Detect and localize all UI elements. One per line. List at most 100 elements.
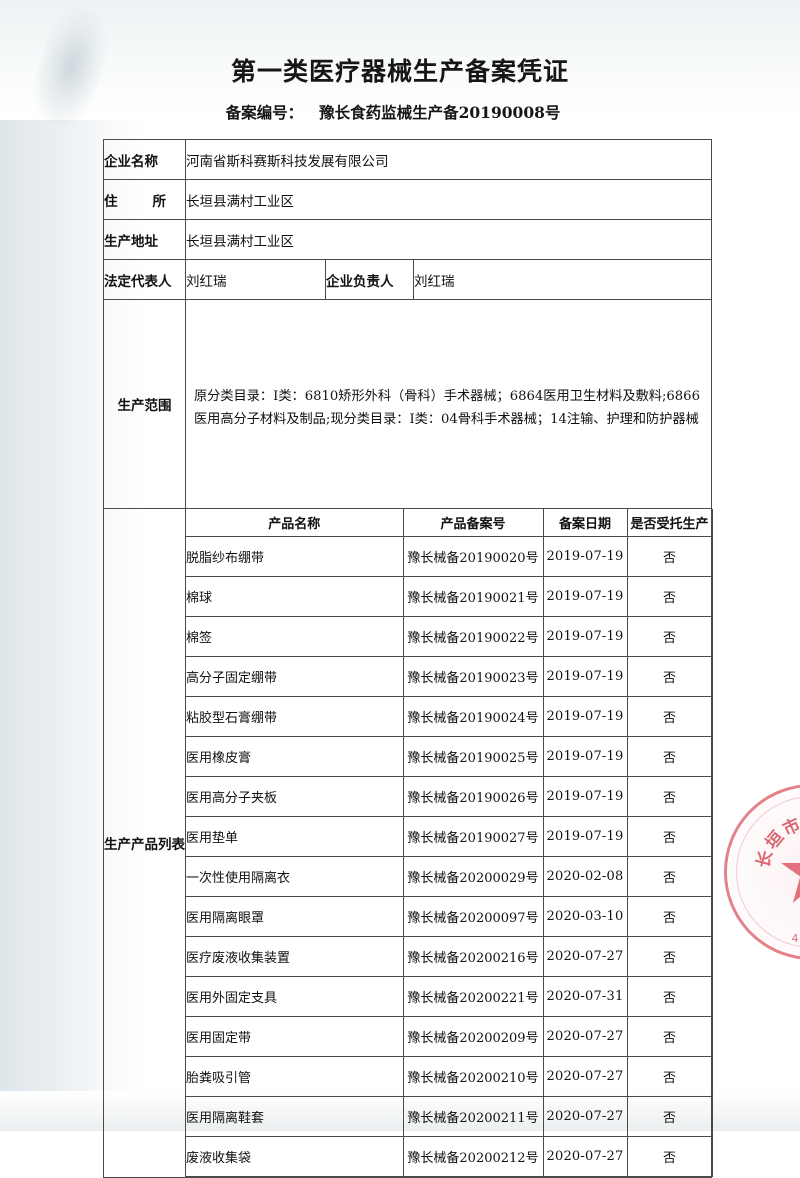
cell-record-date: 2019-07-19 (543, 537, 627, 577)
cell-record-date: 2019-07-19 (543, 657, 627, 697)
cell-record-date: 2020-07-27 (543, 937, 627, 977)
company-name-value: 河南省斯科赛斯科技发展有限公司 (186, 140, 712, 180)
product-table-header-row: 产品名称 产品备案号 备案日期 是否受托生产 (186, 509, 712, 537)
cell-record-date: 2019-07-19 (543, 697, 627, 737)
cell-entrusted-flag: 否 (627, 817, 712, 857)
address-label: 住所 (104, 180, 186, 220)
company-name-label: 企业名称 (104, 140, 186, 180)
legal-rep-label: 法定代表人 (104, 260, 186, 300)
cell-registration-no: 豫长械备20200209号 (403, 1017, 543, 1057)
cell-registration-no: 豫长械备20190024号 (403, 697, 543, 737)
production-scope-label: 生产范围 (104, 300, 186, 509)
column-header-record-date: 备案日期 (543, 509, 627, 537)
production-scope-cell: 原分类目录：Ⅰ类：6810矫形外科（骨科）手术器械；6864医用卫生材料及敷料;… (186, 300, 712, 509)
cell-record-date: 2020-02-08 (543, 857, 627, 897)
cell-registration-no: 豫长械备20190023号 (403, 657, 543, 697)
cell-registration-no: 豫长械备20190025号 (403, 737, 543, 777)
cell-entrusted-flag: 否 (627, 617, 712, 657)
cell-product-name: 高分子固定绷带 (186, 657, 403, 697)
cell-entrusted-flag: 否 (627, 737, 712, 777)
product-list-cell: 产品名称 产品备案号 备案日期 是否受托生产 脱脂纱布绷带豫长械备2019002… (186, 509, 712, 1178)
table-row-production-address: 生产地址 长垣县满村工业区 (104, 220, 712, 260)
cell-entrusted-flag: 否 (627, 537, 712, 577)
column-header-product-name: 产品名称 (186, 509, 403, 537)
cell-product-name: 脱脂纱布绷带 (186, 537, 403, 577)
product-table: 产品名称 产品备案号 备案日期 是否受托生产 脱脂纱布绷带豫长械备2019002… (186, 509, 713, 1177)
cell-record-date: 2019-07-19 (543, 777, 627, 817)
production-scope-text: 原分类目录：Ⅰ类：6810矫形外科（骨科）手术器械；6864医用卫生材料及敷料;… (186, 377, 711, 431)
legal-rep-value: 刘红瑞 (186, 260, 326, 300)
table-row-address: 住所 长垣县满村工业区 (104, 180, 712, 220)
address-value: 长垣县满村工业区 (186, 180, 712, 220)
cell-registration-no: 豫长械备20200216号 (403, 937, 543, 977)
cell-product-name: 棉签 (186, 617, 403, 657)
cell-registration-no: 豫长械备20200029号 (403, 857, 543, 897)
cell-entrusted-flag: 否 (627, 577, 712, 617)
cell-record-date: 2020-07-27 (543, 1017, 627, 1057)
cell-record-date: 2019-07-19 (543, 737, 627, 777)
cell-entrusted-flag: 否 (627, 697, 712, 737)
official-seal-stamp: 长垣市市场监督 41072 (724, 784, 800, 960)
cell-registration-no: 豫长械备20200212号 (403, 1137, 543, 1177)
table-row-company-name: 企业名称 河南省斯科赛斯科技发展有限公司 (104, 140, 712, 180)
cell-product-name: 医用垫单 (186, 817, 403, 857)
enterprise-head-label: 企业负责人 (326, 260, 414, 300)
cell-entrusted-flag: 否 (627, 897, 712, 937)
cell-product-name: 医用固定带 (186, 1017, 403, 1057)
cell-record-date: 2020-07-31 (543, 977, 627, 1017)
cell-registration-no: 豫长械备20190022号 (403, 617, 543, 657)
cell-record-date: 2019-07-19 (543, 817, 627, 857)
cell-record-date: 2020-07-27 (543, 1057, 627, 1097)
table-row-representatives: 法定代表人 刘红瑞 企业负责人 刘红瑞 (104, 260, 712, 300)
cell-entrusted-flag: 否 (627, 937, 712, 977)
cell-entrusted-flag: 否 (627, 977, 712, 1017)
production-address-label: 生产地址 (104, 220, 186, 260)
cell-registration-no: 豫长械备20190021号 (403, 577, 543, 617)
certificate-page: 第一类医疗器械生产备案凭证 备案编号： 豫长食药监械生产备20190008号 企业… (0, 0, 800, 1131)
cell-record-date: 2020-07-27 (543, 1137, 627, 1177)
cell-registration-no: 豫长械备20200221号 (403, 977, 543, 1017)
cell-product-name: 医用高分子夹板 (186, 777, 403, 817)
column-header-registration-no: 产品备案号 (403, 509, 543, 537)
seal-code: 41072 (792, 932, 800, 945)
certificate-table: 企业名称 河南省斯科赛斯科技发展有限公司 住所 长垣县满村工业区 生产地址 长垣… (103, 139, 712, 1178)
seal-ring-char: 市 (777, 810, 800, 840)
cell-registration-no: 豫长械备20200210号 (403, 1057, 543, 1097)
cell-record-date: 2020-03-10 (543, 897, 627, 937)
record-number-value: 豫长食药监械生产备20190008号 (319, 103, 560, 122)
cell-entrusted-flag: 否 (627, 857, 712, 897)
cell-product-name: 棉球 (186, 577, 403, 617)
production-address-value: 长垣县满村工业区 (186, 220, 712, 260)
cell-product-name: 医用隔离眼罩 (186, 897, 403, 937)
cell-product-name: 医用橡皮膏 (186, 737, 403, 777)
cell-entrusted-flag: 否 (627, 657, 712, 697)
cell-registration-no: 豫长械备20200097号 (403, 897, 543, 937)
cell-entrusted-flag: 否 (627, 777, 712, 817)
seal-star-icon (781, 841, 800, 903)
cell-registration-no: 豫长械备20190020号 (403, 537, 543, 577)
cell-product-name: 医用外固定支具 (186, 977, 403, 1017)
record-number-label: 备案编号： (226, 103, 304, 122)
cell-entrusted-flag: 否 (627, 1137, 712, 1177)
enterprise-head-value: 刘红瑞 (414, 260, 712, 300)
seal-ring-char: 垣 (758, 824, 788, 853)
column-header-entrusted: 是否受托生产 (627, 509, 712, 537)
page-title: 第一类医疗器械生产备案凭证 (0, 52, 800, 88)
cell-entrusted-flag: 否 (627, 1057, 712, 1097)
table-row-production-scope: 生产范围 原分类目录：Ⅰ类：6810矫形外科（骨科）手术器械；6864医用卫生材… (104, 300, 712, 509)
